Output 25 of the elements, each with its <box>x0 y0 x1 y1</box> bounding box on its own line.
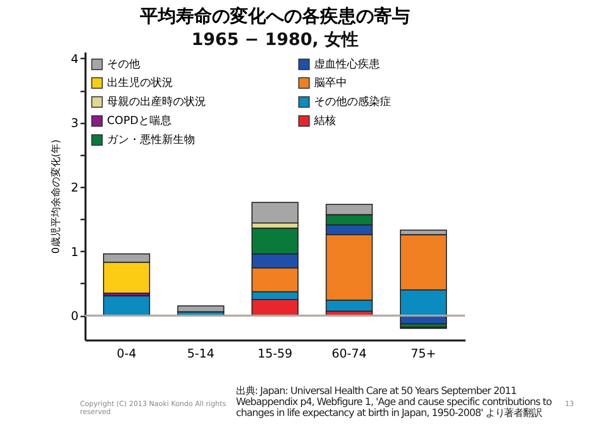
y-tick-label: 3 <box>70 116 78 130</box>
legend-label: 出生児の状況 <box>107 76 173 89</box>
x-tick-label: 0-4 <box>116 346 136 360</box>
legend-label: その他の感染症 <box>314 95 391 108</box>
legend-label: COPDと喘息 <box>107 114 172 127</box>
chart-subtitle: 1965 − 1980, 女性 <box>191 30 359 50</box>
chart-title: 平均寿命の変化への各疾患の寄与 <box>139 6 410 27</box>
legend-label: その他 <box>107 57 140 70</box>
source-note: 出典: Japan: Universal Health Care at 50 Years September 2011 Webappendix p4, Webfigure 1, 'Age and cause specific contributions to changes in life expectancy at birth in Japan, 1950-2008' より著者翻訳 <box>236 386 552 419</box>
y-tick-label: 4 <box>70 52 78 66</box>
y-tick-label: 2 <box>70 180 78 194</box>
x-tick-label: 75+ <box>410 346 436 360</box>
legend-label: ガン・悪性新生物 <box>107 133 195 146</box>
x-tick-label: 5-14 <box>187 346 214 360</box>
y-tick-label: 0 <box>70 309 78 324</box>
x-tick-label: 15-59 <box>258 346 292 360</box>
legend-label: 虚血性心疾患 <box>314 57 380 70</box>
legend-label: 脳卒中 <box>314 76 347 89</box>
legend-label: 母親の出産時の状況 <box>107 95 206 108</box>
bar <box>177 305 224 312</box>
y-tick-label: 1 <box>70 244 78 259</box>
x-tick-label: 60-74 <box>332 346 367 360</box>
legend-label: 結核 <box>313 114 336 127</box>
bar <box>103 295 150 316</box>
y-axis-title: 0歳児平均余命の変化(年) <box>50 139 62 254</box>
